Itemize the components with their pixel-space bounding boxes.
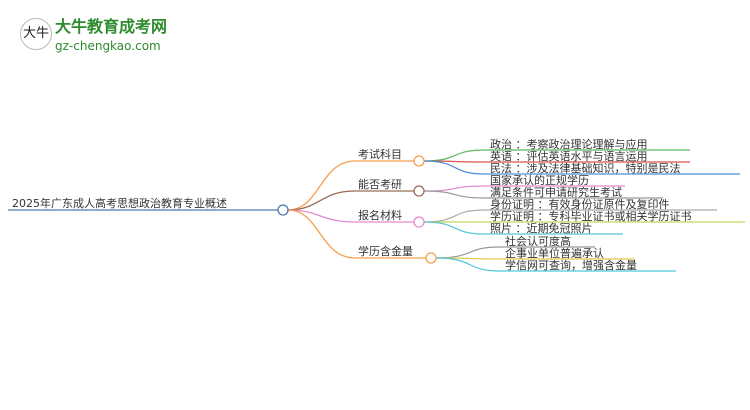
leaf-connector xyxy=(423,221,623,235)
leaf-connector xyxy=(435,257,676,272)
branch-label: 报名材料 xyxy=(358,209,402,222)
leaf-node: 身份证明 ：有效身份证原件及复印件 xyxy=(490,198,670,211)
branch-label: 学历含金量 xyxy=(358,245,413,258)
branch-label: 能否考研 xyxy=(358,178,402,191)
branch-node-circle xyxy=(413,155,425,167)
leaf-node: 政治 ：考察政治理论理解与应用 xyxy=(490,138,648,151)
root-node: 2025年广东成人高考思想政治教育专业概述 xyxy=(12,197,227,210)
leaf-node: 国家承认的正规学历 xyxy=(490,174,589,187)
branch-node-circle xyxy=(413,216,425,228)
leaf-connector xyxy=(423,190,663,199)
root-node-circle xyxy=(277,204,289,216)
leaf-node: 满足条件可申请研究生考试 xyxy=(490,186,622,199)
branch-label: 考试科目 xyxy=(358,148,402,161)
leaf-node: 社会认可度高 xyxy=(505,235,571,248)
leaf-node: 学历证明 ：专科毕业证书或相关学历证书 xyxy=(490,210,692,223)
logo-title: 大牛教育成考网 xyxy=(55,17,168,36)
branch-node-circle xyxy=(413,185,425,197)
leaf-node: 照片 ：近期免冠照片 xyxy=(490,222,593,235)
leaf-node: 英语 ：评估英语水平与语言运用 xyxy=(490,150,648,163)
leaf-connector xyxy=(423,160,740,175)
branch-connector xyxy=(287,209,426,259)
branch-connector xyxy=(287,209,414,223)
leaf-node: 企事业单位普遍承认 xyxy=(505,247,604,260)
leaf-node: 民法 ：涉及法律基础知识，特别是民法 xyxy=(490,162,681,175)
logo-url: gz-chengkao.com xyxy=(55,39,161,53)
branch-node-circle xyxy=(425,252,437,264)
branch-connector xyxy=(287,160,414,211)
branch-connector xyxy=(287,190,414,211)
leaf-node: 学信网可查询，增强含金量 xyxy=(505,259,637,272)
logo-mark-icon: 大牛 xyxy=(20,18,52,50)
